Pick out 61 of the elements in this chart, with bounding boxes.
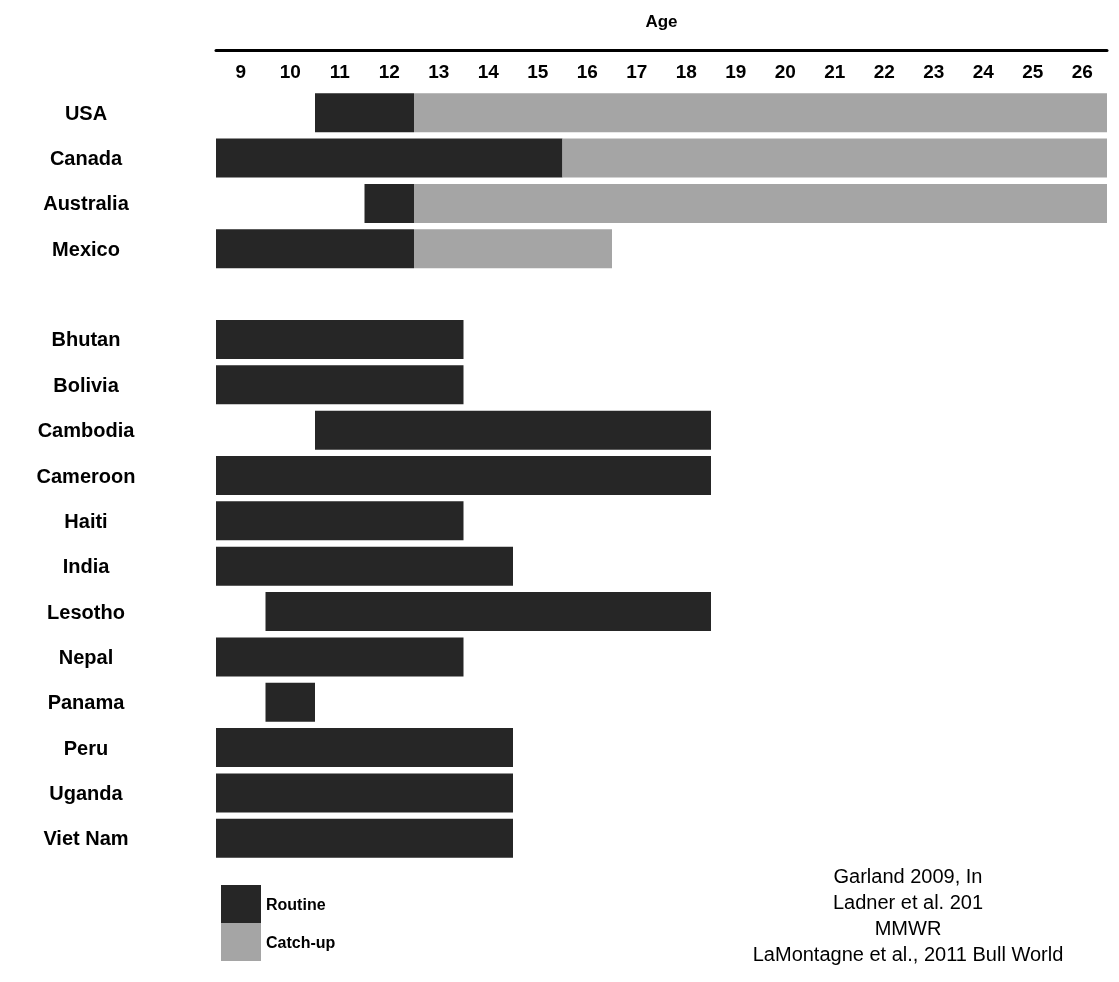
bar — [216, 501, 464, 541]
text: LaMontagne et al., 2011 Bull World — [752, 943, 1064, 965]
legend-label: Routine — [266, 895, 326, 913]
y-tick-label: Nepal — [58, 645, 114, 668]
x-tick-label: 22 — [873, 61, 895, 82]
bar — [216, 138, 563, 178]
y-tick-label: Peru — [63, 736, 109, 759]
bar — [216, 456, 711, 495]
y-tick-label: Haiti — [64, 509, 108, 532]
x-tick-label: 20 — [774, 61, 796, 82]
bar — [315, 410, 711, 450]
bar — [414, 183, 1107, 223]
bar — [364, 183, 414, 223]
x-tick-label: 11 — [329, 61, 351, 82]
text: Garland 2009, In — [833, 865, 983, 887]
x-tick-label: 24 — [972, 61, 995, 82]
x-axis-title: Age — [645, 12, 678, 31]
y-tick-label: Bhutan — [51, 328, 121, 351]
text: MMWR — [874, 917, 942, 939]
bar — [562, 138, 1107, 178]
bar — [216, 773, 513, 813]
x-tick-label: 19 — [725, 61, 747, 82]
y-tick-label: Panama — [47, 691, 126, 714]
bar — [216, 818, 513, 858]
y-tick-label: Viet Nam — [43, 827, 129, 850]
y-tick-label: Mexico — [52, 237, 120, 260]
text: Ladner et al. 201 — [832, 891, 984, 913]
x-tick-label: 17 — [626, 61, 648, 82]
y-tick-label: Australia — [43, 192, 130, 215]
x-tick-label: 26 — [1071, 61, 1093, 82]
y-tick-label: Lesotho — [47, 600, 125, 623]
y-tick-label: Canada — [49, 147, 123, 170]
x-tick-label: 21 — [824, 61, 846, 82]
y-tick-label: Cameroon — [36, 464, 136, 487]
bar — [265, 592, 711, 632]
bar — [216, 365, 464, 405]
x-tick-label: 12 — [378, 61, 400, 82]
x-tick-label: 14 — [477, 61, 500, 82]
x-tick-label: 9 — [235, 61, 247, 82]
y-tick-label: Cambodia — [37, 419, 136, 442]
x-tick-label: 13 — [428, 61, 450, 82]
x-tick-label: 23 — [923, 61, 945, 82]
y-tick-label: India — [62, 555, 111, 578]
bar — [216, 319, 464, 359]
y-tick-label: Bolivia — [53, 373, 120, 396]
bar — [315, 93, 414, 133]
bar — [265, 682, 315, 722]
y-tick-label: Uganda — [49, 781, 124, 804]
x-tick-label: 18 — [675, 61, 697, 82]
bar — [216, 229, 414, 269]
y-tick-label: USA — [64, 101, 108, 124]
bar — [414, 229, 612, 269]
bar — [414, 93, 1107, 133]
x-tick-label: 15 — [527, 61, 549, 82]
x-tick-label: 10 — [279, 61, 301, 82]
bar — [216, 637, 464, 677]
x-tick-label: 16 — [576, 61, 598, 82]
legend-label: Catch-up — [266, 933, 336, 951]
bar — [216, 728, 513, 768]
bar — [216, 546, 513, 586]
x-tick-label: 25 — [1022, 61, 1044, 82]
